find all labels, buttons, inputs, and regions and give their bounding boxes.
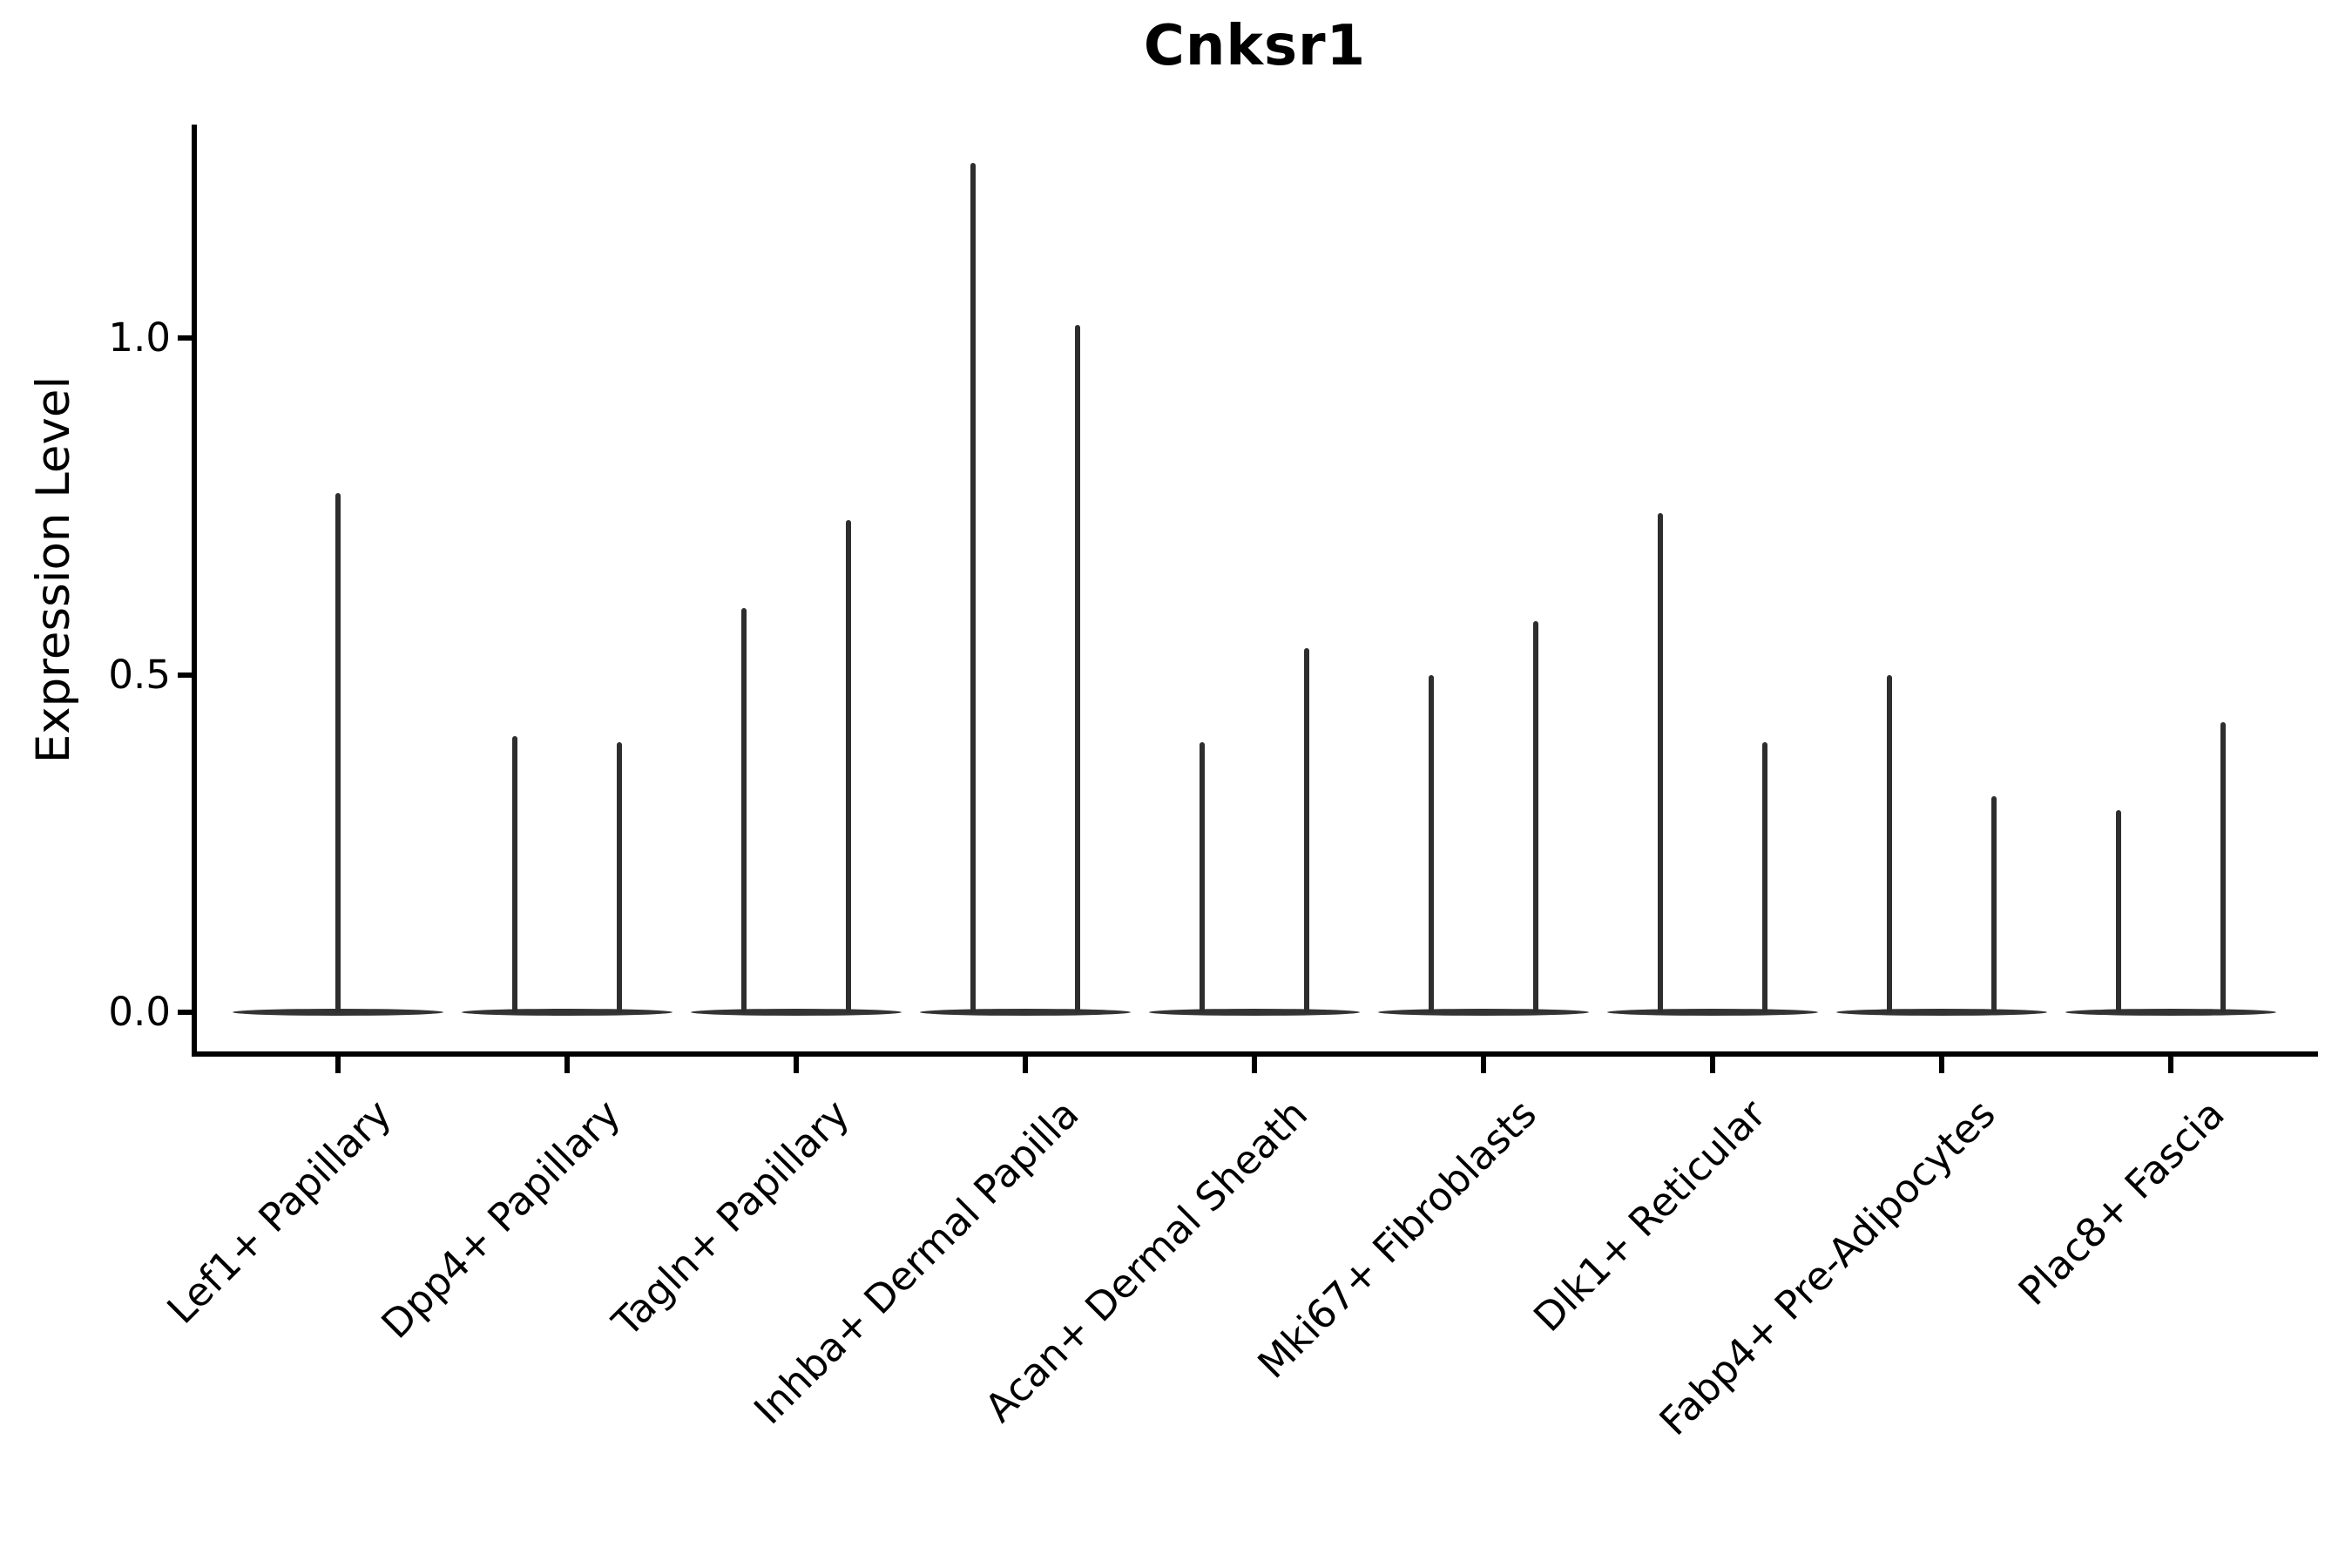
y-tick-label: 0.5: [108, 652, 171, 698]
violin-density-spike: [1075, 325, 1080, 1012]
x-tick-mark: [1252, 1054, 1257, 1073]
violin-density-spike: [335, 493, 341, 1012]
violin-body: [462, 1009, 672, 1016]
violin-density-spike: [1533, 621, 1538, 1012]
violin-density-spike: [846, 520, 851, 1012]
violin-density-spike: [1887, 675, 1892, 1012]
violin-density-spike: [617, 742, 622, 1012]
violin-density-spike: [1991, 796, 1997, 1012]
x-tick-mark: [794, 1054, 799, 1073]
plot-area: [192, 125, 2318, 1057]
violin-density-spike: [970, 163, 976, 1012]
y-axis-label: Expression Level: [27, 375, 80, 764]
violin-density-spike: [1429, 675, 1434, 1012]
x-tick-mark: [335, 1054, 341, 1073]
violin-body: [233, 1009, 443, 1016]
violin-density-spike: [512, 736, 517, 1012]
x-tick-label: Dpp4+ Papillary: [372, 1091, 630, 1348]
violin-density-spike: [2220, 722, 2226, 1012]
x-tick-label: Plac8+ Fascia: [2009, 1091, 2234, 1315]
violin-body: [1607, 1009, 1818, 1016]
x-tick-label: Lef1+ Papillary: [158, 1091, 401, 1333]
x-tick-mark: [1939, 1054, 1944, 1073]
x-tick-mark: [2168, 1054, 2173, 1073]
y-tick-label: 0.0: [108, 989, 171, 1035]
violin-density-spike: [1200, 742, 1205, 1012]
violin-density-spike: [2116, 810, 2121, 1012]
violin-density-spike: [741, 608, 747, 1012]
violin-density-spike: [1658, 513, 1663, 1012]
violin-body: [1149, 1009, 1360, 1016]
y-tick-mark: [178, 335, 197, 341]
y-tick-mark: [178, 672, 197, 678]
violin-body: [1836, 1009, 2047, 1016]
violin-body: [1378, 1009, 1589, 1016]
violin-density-spike: [1304, 648, 1309, 1012]
y-tick-label: 1.0: [108, 314, 171, 361]
x-tick-mark: [1023, 1054, 1028, 1073]
chart-title: Cnksr1: [1143, 14, 1367, 78]
x-tick-label: Tagln+ Papillary: [603, 1091, 859, 1346]
x-tick-mark: [1710, 1054, 1715, 1073]
x-tick-label: Dlk1+ Reticular: [1524, 1091, 1775, 1341]
x-tick-mark: [1481, 1054, 1486, 1073]
violin-body: [691, 1009, 902, 1016]
x-tick-mark: [564, 1054, 570, 1073]
violin-density-spike: [1762, 742, 1767, 1012]
violin-body: [920, 1009, 1131, 1016]
y-tick-mark: [178, 1010, 197, 1015]
violin-body: [2065, 1009, 2276, 1016]
